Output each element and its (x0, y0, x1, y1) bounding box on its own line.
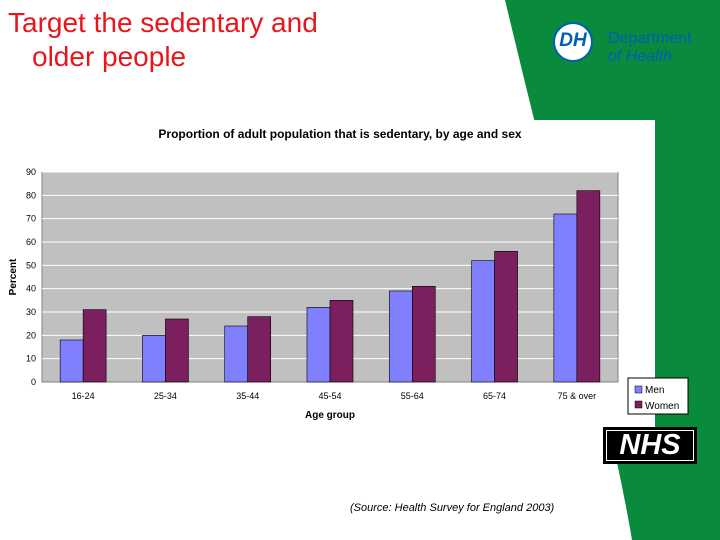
slide-title-line-1: Target the sedentary and (8, 7, 318, 38)
y-tick-label: 10 (26, 354, 36, 364)
bars (59, 190, 601, 383)
y-axis-label: Percent (8, 258, 19, 295)
slide-title: Target the sedentary and older people (8, 6, 428, 74)
bar-women-4 (411, 286, 436, 383)
y-tick-label: 0 (31, 377, 36, 387)
y-axis-ticks: 0 10 20 30 40 50 60 70 80 90 (26, 167, 36, 387)
x-tick-label: 75 & over (558, 391, 597, 401)
bar-women-1 (165, 318, 189, 383)
bar-women-6 (576, 190, 601, 383)
y-tick-label: 20 (26, 330, 36, 340)
y-tick-label: 70 (26, 214, 36, 224)
y-tick-label: 30 (26, 307, 36, 317)
x-axis-ticks: 16-24 25-34 35-44 45-54 55-64 65-74 75 & over (72, 391, 596, 401)
bar-men-5 (471, 260, 495, 383)
x-tick-label: 55-64 (401, 391, 424, 401)
x-tick-label: 16-24 (72, 391, 95, 401)
slide-title-line-2: older people (32, 41, 187, 72)
x-tick-label: 45-54 (318, 391, 341, 401)
bar-men-6 (553, 213, 578, 383)
legend-label-women: Women (645, 401, 679, 412)
department-of-health-logo: DH Department of Health (553, 22, 703, 66)
bar-men-2 (224, 325, 249, 383)
x-tick-label: 35-44 (236, 391, 259, 401)
y-tick-label: 90 (26, 167, 36, 177)
y-tick-label: 40 (26, 284, 36, 294)
bar-women-3 (329, 300, 354, 383)
dh-logo-mark: DH (559, 30, 587, 51)
source-note: (Source: Health Survey for England 2003) (350, 502, 555, 514)
legend: Men Women (627, 377, 689, 415)
dh-logo-line-1: Department (608, 30, 692, 47)
dh-logo-line-2: of Health (608, 48, 673, 65)
dh-logo-circle (553, 22, 593, 62)
nhs-logo: NHS (603, 427, 697, 464)
x-tick-label: 65-74 (483, 391, 506, 401)
x-tick-label: 25-34 (154, 391, 177, 401)
chart-title: Proportion of adult population that is s… (158, 127, 521, 141)
sedentary-bar-chart: Proportion of adult population that is s… (0, 120, 689, 430)
x-axis-label: Age group (305, 410, 355, 421)
bar-men-0 (59, 339, 84, 383)
y-tick-label: 60 (26, 237, 36, 247)
bar-men-3 (306, 307, 331, 383)
legend-label-men: Men (645, 385, 664, 396)
y-tick-label: 50 (26, 260, 36, 270)
bar-men-1 (142, 335, 166, 383)
dh-logo-text: Department of Health (608, 30, 692, 66)
bar-women-0 (82, 309, 107, 383)
bar-men-4 (388, 290, 413, 383)
legend-swatch-men (634, 385, 643, 394)
bar-women-2 (247, 316, 272, 383)
legend-swatch-women (634, 400, 643, 409)
nhs-logo-text: NHS (606, 430, 694, 461)
bar-women-5 (494, 251, 518, 383)
y-tick-label: 80 (26, 190, 36, 200)
